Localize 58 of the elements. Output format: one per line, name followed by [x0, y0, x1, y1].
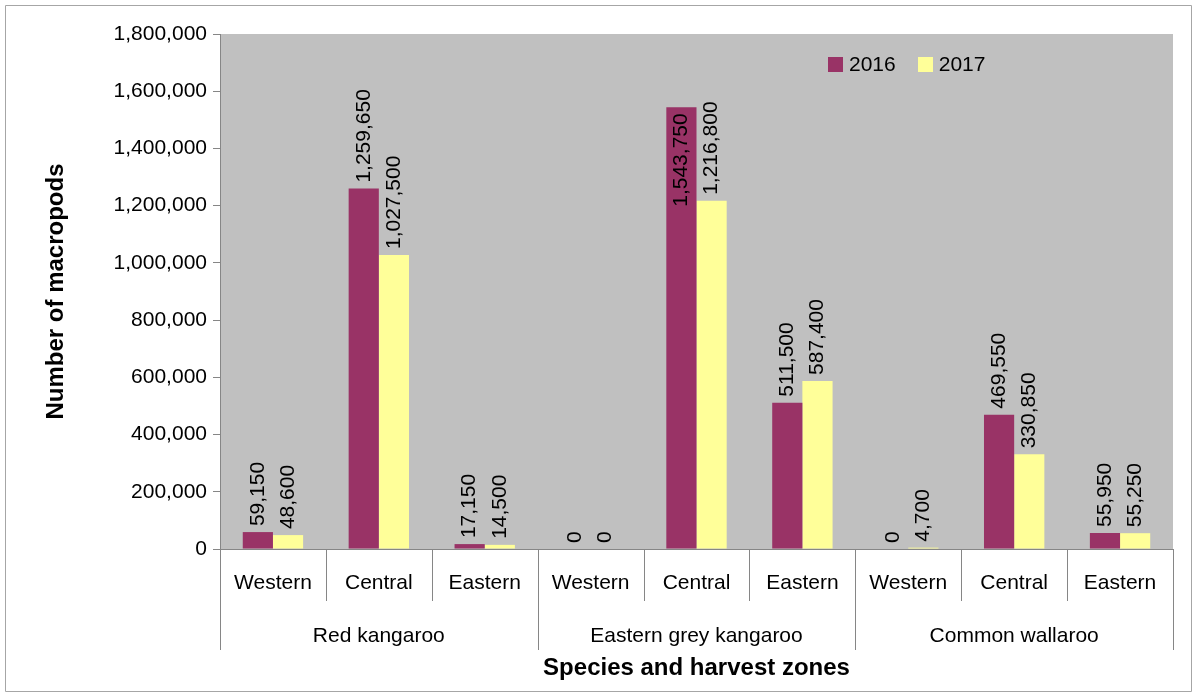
bar	[1014, 454, 1045, 549]
data-label: 59,150	[244, 461, 268, 527]
y-tick-label: 600,000	[131, 364, 207, 388]
data-label: 1,216,800	[698, 101, 722, 195]
y-tick-label: 1,400,000	[113, 135, 207, 159]
x-tick-label: Central	[980, 570, 1049, 594]
y-tick-label: 200,000	[131, 478, 207, 502]
bar	[1089, 532, 1121, 549]
bar	[696, 200, 727, 549]
bar	[983, 414, 1015, 549]
y-tick-label: 1,000,000	[113, 249, 207, 273]
x-tick-label: Eastern	[448, 570, 521, 594]
data-label: 0	[879, 531, 903, 543]
bar	[666, 107, 697, 549]
x-tick-label: Central	[662, 570, 731, 594]
bar	[378, 255, 410, 549]
data-label: 0	[592, 531, 616, 543]
bar	[348, 188, 379, 549]
y-axis-title: Number of macropods	[41, 163, 69, 420]
data-label: 1,543,750	[668, 113, 692, 207]
bar	[802, 380, 833, 549]
data-label: 469,550	[985, 332, 1009, 409]
bar	[454, 544, 485, 549]
y-tick-label: 1,800,000	[113, 20, 207, 44]
bar	[242, 532, 273, 549]
x-tick-label: Eastern	[766, 570, 839, 594]
x-tick-label: Western	[551, 570, 630, 594]
text: Red kangaroo	[312, 622, 445, 646]
x-tick-label: Eastern	[1083, 570, 1157, 594]
data-label: 4,700	[910, 489, 934, 542]
text: Common wallaroo	[929, 622, 1099, 646]
bar	[772, 402, 803, 549]
bar	[1120, 533, 1151, 549]
y-tick-label: 1,600,000	[113, 78, 207, 102]
x-tick-label: Western	[234, 570, 312, 594]
y-tick-label: 800,000	[131, 306, 207, 330]
legend-label: 2016	[849, 52, 896, 76]
x-axis-title: Species and harvest zones	[543, 653, 850, 681]
y-tick-label: 1,200,000	[113, 192, 207, 216]
data-label: 511,500	[774, 322, 798, 397]
text: Eastern grey kangaroo	[590, 622, 803, 646]
data-label: 14,500	[486, 474, 510, 539]
x-tick-label: Central	[344, 570, 413, 594]
y-tick-label: 0	[195, 535, 207, 559]
legend-label: 2017	[938, 52, 986, 76]
bar	[272, 535, 304, 549]
data-label: 0	[562, 531, 586, 543]
data-label: 330,850	[1016, 372, 1040, 449]
data-label: 17,150	[456, 473, 480, 539]
data-label: 48,600	[274, 464, 298, 530]
x-tick-label: Western	[869, 570, 948, 594]
data-label: 1,027,500	[380, 155, 404, 250]
data-label: 55,250	[1121, 462, 1145, 528]
y-tick-label: 400,000	[131, 421, 207, 445]
data-label: 55,950	[1091, 462, 1115, 527]
data-label: 587,400	[804, 299, 828, 375]
bar	[484, 544, 515, 549]
data-label: 1,259,650	[350, 89, 374, 183]
